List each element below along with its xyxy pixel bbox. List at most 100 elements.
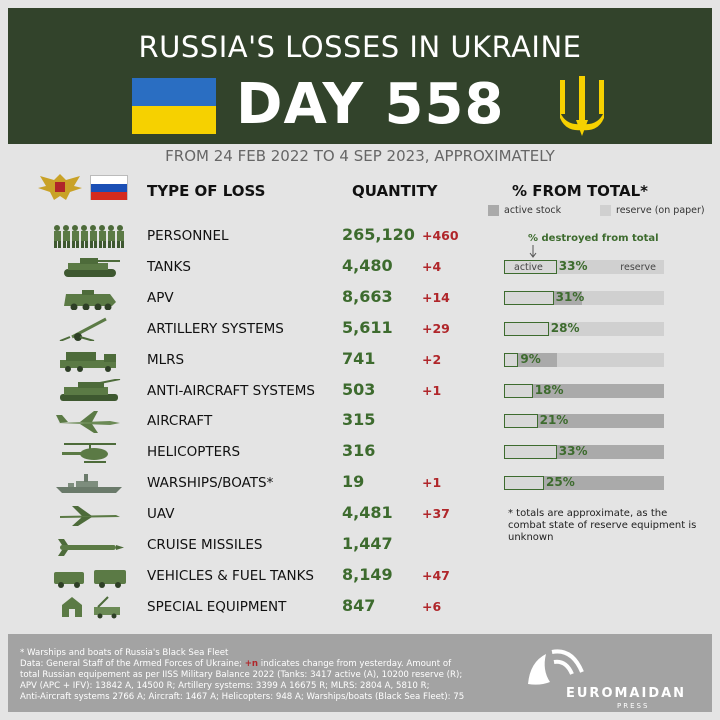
percent-bar: 28%	[504, 321, 664, 336]
bar-reserve-label: reserve	[620, 261, 656, 273]
daily-change-value: +47	[422, 567, 450, 583]
helicopter-icon	[62, 443, 116, 464]
aircraft-icon	[56, 411, 120, 434]
loss-type-label: ANTI-AIRCRAFT SYSTEMS	[147, 382, 315, 399]
quantity-value: 265,120	[342, 225, 415, 244]
percent-bar: 21%	[504, 413, 664, 429]
table-row: CRUISE MISSILES 1,447	[0, 530, 720, 560]
percent-destroyed-label: 18%	[534, 382, 564, 397]
legend-active: active stock	[488, 205, 561, 216]
loss-type-label: HELICOPTERS	[147, 444, 241, 461]
percent-destroyed-label: 31%	[555, 289, 585, 304]
legend-active-label: active stock	[504, 205, 562, 216]
active-stock-bar	[504, 476, 664, 491]
euromaidan-logo-icon	[528, 649, 584, 685]
quantity-value: 4,481	[342, 503, 393, 523]
daily-change-value: +460	[422, 228, 459, 243]
loss-type-label: WARSHIPS/BOATS*	[147, 475, 274, 492]
footer-line-2b: indicates change from yesterday. Amount …	[258, 659, 452, 669]
table-row: PERSONNEL 265,120 +460	[0, 221, 720, 251]
footer-line-1: * Warships and boats of Russia's Black S…	[20, 648, 229, 658]
header-banner: RUSSIA'S LOSSES IN UKRAINE DAY 558	[8, 8, 712, 144]
percent-destroyed-label: 25%	[546, 475, 575, 490]
loss-type-label: APV	[147, 289, 174, 306]
quantity-value: 1,447	[342, 534, 393, 553]
destroyed-share-bar	[504, 290, 554, 305]
vehicles-icon	[54, 569, 126, 588]
footer-line-5: Anti-Aircraft systems 2766 A; Aircraft: …	[20, 692, 465, 702]
quantity-value: 847	[342, 595, 376, 615]
percent-bar: 33%	[504, 444, 664, 460]
loss-type-label: CRUISE MISSILES	[147, 537, 263, 553]
daily-change-value: +4	[422, 258, 442, 274]
loss-type-label: ARTILLERY SYSTEMS	[147, 320, 284, 337]
warship-icon	[56, 474, 122, 494]
date-range: FROM 24 FEB 2022 TO 4 SEP 2023, APPROXIM…	[165, 147, 555, 165]
quantity-value: 4,480	[342, 255, 393, 275]
destroyed-share-bar	[504, 352, 519, 367]
destroyed-share-bar	[504, 383, 533, 398]
active-stock-bar	[504, 414, 664, 429]
legend-active-swatch	[488, 205, 499, 216]
artillery-icon	[59, 317, 107, 341]
special-equipment-icon	[62, 596, 120, 619]
daily-change-value: +2	[422, 351, 442, 367]
footer-panel	[8, 634, 712, 712]
loss-type-label: SPECIAL EQUIPMENT	[147, 598, 287, 615]
quantity-value: 8,663	[342, 286, 393, 306]
footer-line-2a: Data: General Staff of the Armed Forces …	[20, 659, 245, 669]
percent-bar: 25%	[504, 475, 664, 491]
brand-sub: PRESS	[617, 702, 650, 710]
destroyed-share-bar	[504, 414, 538, 429]
destroyed-share-bar	[504, 259, 557, 274]
legend-reserve-label: reserve (on paper)	[616, 205, 705, 216]
table-row: APV 8,663 +14 31%	[0, 283, 720, 313]
footer-line-4: APV (APC + IFV): 13842 A, 14500 R; Artil…	[20, 681, 430, 691]
column-header-type: TYPE OF LOSS	[147, 182, 266, 200]
tank-icon	[64, 257, 120, 277]
footer-change-marker: +n	[244, 659, 259, 669]
daily-change-value: +1	[422, 382, 442, 398]
quantity-value: 316	[342, 441, 376, 461]
percent-destroyed-label: 9%	[520, 351, 541, 366]
destroyed-share-bar	[504, 445, 557, 460]
destroyed-share-bar	[504, 476, 544, 491]
uav-icon	[60, 506, 120, 527]
page-title: RUSSIA'S LOSSES IN UKRAINE	[138, 30, 582, 64]
daily-change-value: +14	[422, 289, 450, 305]
percent-destroyed-label: 33%	[558, 444, 588, 459]
column-header-percent: % FROM TOTAL*	[512, 182, 649, 200]
column-header-quantity: QUANTITY	[352, 182, 438, 200]
loss-type-label: UAV	[147, 506, 175, 523]
daily-change-value: +6	[422, 598, 442, 614]
cruise-missile-icon	[58, 539, 124, 556]
table-row: AIRCRAFT 315 21%	[0, 406, 720, 436]
bar-active-label: active	[514, 261, 543, 273]
mlrs-icon	[60, 351, 116, 372]
quantity-value: 503	[342, 379, 376, 399]
table-row: TANKS 4,480 +4 active reserve 33%	[0, 252, 720, 282]
legend-reserve: reserve (on paper)	[600, 205, 705, 216]
trident-icon	[560, 76, 604, 136]
quantity-value: 5,611	[342, 317, 393, 337]
quantity-value: 741	[342, 348, 376, 368]
destroyed-annotation: % destroyed from total	[528, 233, 659, 244]
table-row: HELICOPTERS 316 33%	[0, 437, 720, 467]
day-counter: DAY 558	[236, 72, 505, 137]
table-row: WARSHIPS/BOATS* 19 +1 25%	[0, 468, 720, 498]
daily-change-value: +29	[422, 320, 450, 336]
daily-change-value: +1	[422, 475, 442, 491]
russia-flag-icon	[90, 175, 128, 200]
loss-type-label: TANKS	[147, 258, 191, 275]
daily-change-value: +37	[422, 506, 450, 522]
table-row: ANTI-AIRCRAFT SYSTEMS 503 +1 18%	[0, 376, 720, 406]
table-row: ARTILLERY SYSTEMS 5,611 +29 28%	[0, 314, 720, 344]
russian-eagle-emblem-icon	[38, 174, 82, 200]
quantity-value: 315	[342, 410, 376, 430]
table-row: SPECIAL EQUIPMENT 847 +6	[0, 592, 720, 622]
anti-aircraft-icon	[60, 378, 121, 401]
percent-bar: 31%	[504, 289, 664, 305]
active-stock-bar	[504, 383, 664, 398]
table-row: VEHICLES & FUEL TANKS 8,149 +47	[0, 561, 720, 591]
quantity-value: 8,149	[342, 564, 393, 584]
